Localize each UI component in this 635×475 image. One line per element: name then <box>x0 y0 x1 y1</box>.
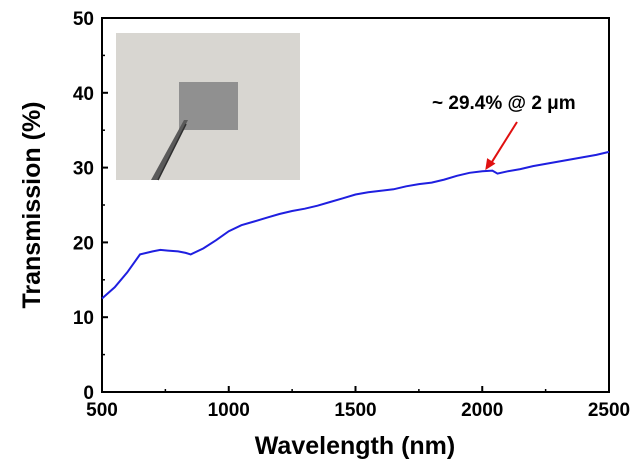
x-tick-label: 2000 <box>461 400 503 421</box>
y-tick-label: 0 <box>83 383 94 404</box>
y-axis-ticks: 0 10 20 30 40 50 <box>73 9 108 404</box>
x-axis-title: Wavelength (nm) <box>255 432 455 460</box>
y-tick-label: 10 <box>73 308 94 329</box>
y-tick-label: 30 <box>73 159 94 180</box>
x-tick-label: 2500 <box>588 400 630 421</box>
inset-photo-sample <box>179 82 238 130</box>
x-axis-ticks: 500 1000 1500 2000 2500 <box>86 386 630 421</box>
x-tick-label: 1000 <box>208 400 250 421</box>
annotation-arrow-head <box>485 158 496 171</box>
y-tick-label: 40 <box>73 84 94 105</box>
x-tick-label: 1500 <box>334 400 376 421</box>
annotation: ~ 29.4% @ 2 μm <box>432 93 576 171</box>
transmission-series-line <box>101 150 610 300</box>
y-tick-label: 50 <box>73 9 94 30</box>
sample-photo-icon <box>116 33 300 181</box>
y-tick-label: 20 <box>73 233 94 254</box>
annotation-label: ~ 29.4% @ 2 μm <box>432 93 576 114</box>
inset-photo-tweezers-edge <box>157 123 187 181</box>
annotation-arrow-line <box>490 121 518 164</box>
x-tick-label: 500 <box>86 400 118 421</box>
inset-photo-tweezers <box>151 120 188 180</box>
y-axis-title: Transmission (%) <box>18 102 46 309</box>
